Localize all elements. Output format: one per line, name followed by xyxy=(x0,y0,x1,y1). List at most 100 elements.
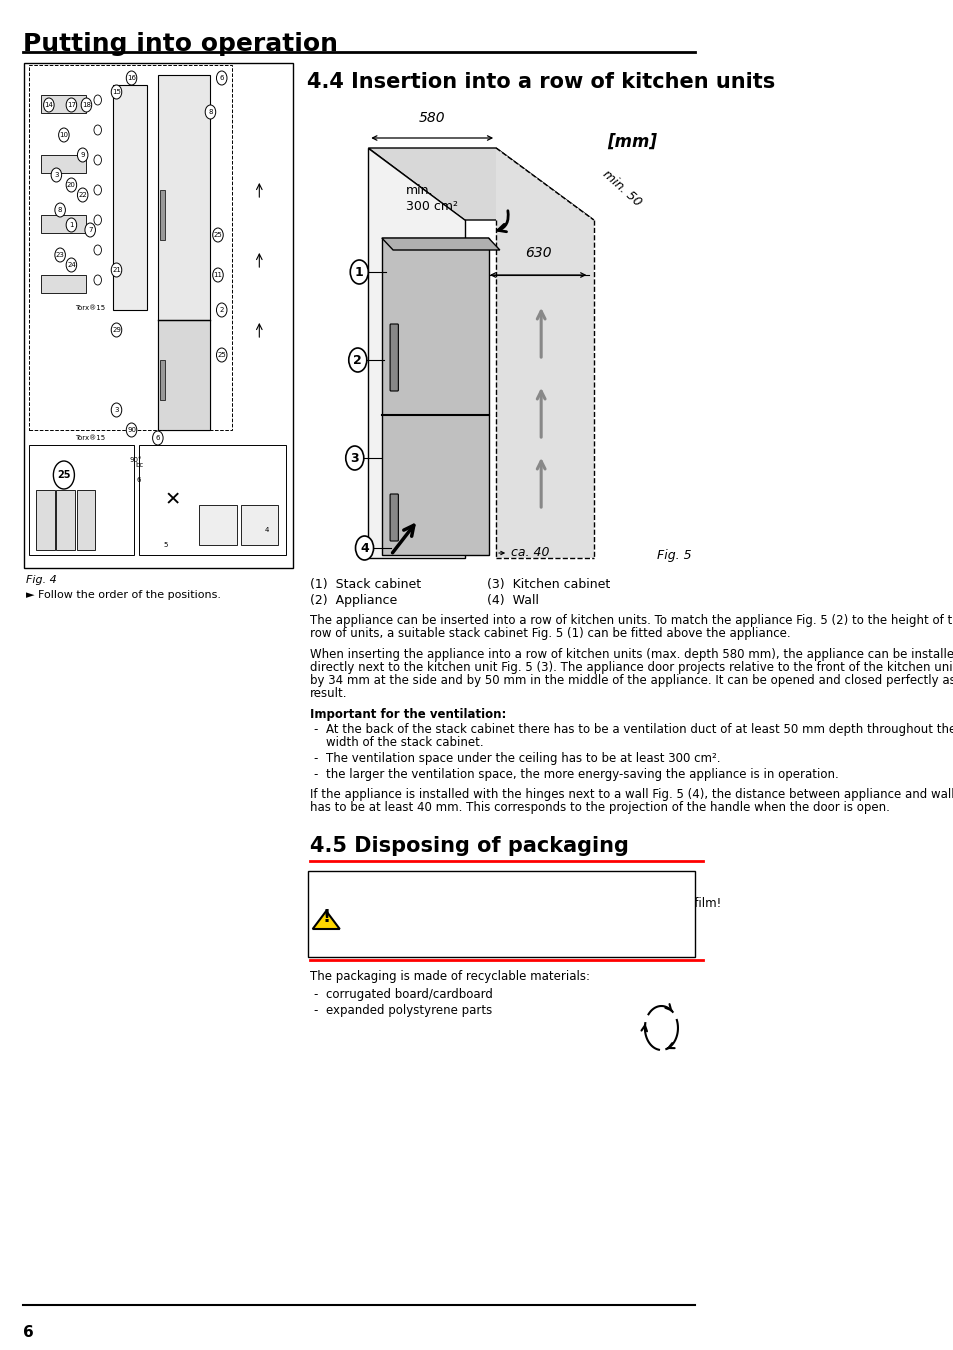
Circle shape xyxy=(93,185,101,194)
Text: (2)  Appliance: (2) Appliance xyxy=(310,594,396,608)
Text: 4.5 Disposing of packaging: 4.5 Disposing of packaging xyxy=(310,836,628,856)
Text: Torx®15: Torx®15 xyxy=(75,305,105,310)
Text: Important for the ventilation:: Important for the ventilation: xyxy=(310,707,505,721)
Polygon shape xyxy=(112,85,147,310)
Bar xyxy=(139,446,285,555)
Text: Fig. 4: Fig. 4 xyxy=(27,575,57,585)
Bar xyxy=(76,490,95,549)
Text: 4.4 Insertion into a row of kitchen units: 4.4 Insertion into a row of kitchen unit… xyxy=(306,72,774,92)
Text: 3: 3 xyxy=(350,451,358,464)
Text: 14: 14 xyxy=(45,103,53,108)
Text: expanded polystyrene parts: expanded polystyrene parts xyxy=(326,1004,492,1017)
Text: 29: 29 xyxy=(112,327,121,333)
Text: 4: 4 xyxy=(264,526,269,533)
Circle shape xyxy=(350,261,368,284)
Bar xyxy=(199,505,236,545)
Text: 18: 18 xyxy=(82,103,91,108)
Bar xyxy=(41,95,87,113)
Text: 6: 6 xyxy=(23,1324,33,1341)
Bar xyxy=(381,238,488,555)
Circle shape xyxy=(93,215,101,225)
Text: 23: 23 xyxy=(55,252,65,258)
Circle shape xyxy=(93,95,101,105)
Text: (3)  Kitchen cabinet: (3) Kitchen cabinet xyxy=(487,578,610,591)
Text: 2: 2 xyxy=(219,306,224,313)
Circle shape xyxy=(93,155,101,165)
Text: -: - xyxy=(314,988,317,1000)
Text: 2: 2 xyxy=(353,354,362,366)
Text: If the appliance is installed with the hinges next to a wall Fig. 5 (4), the dis: If the appliance is installed with the h… xyxy=(310,788,953,801)
Text: 8: 8 xyxy=(208,109,213,115)
Text: 630: 630 xyxy=(524,246,551,261)
Text: 90°: 90° xyxy=(129,458,141,463)
Circle shape xyxy=(66,99,76,112)
Circle shape xyxy=(112,404,122,417)
FancyBboxPatch shape xyxy=(308,871,694,957)
Text: -: - xyxy=(314,752,317,765)
Text: 7: 7 xyxy=(88,227,92,234)
Text: -: - xyxy=(314,724,317,736)
Circle shape xyxy=(81,99,91,112)
Circle shape xyxy=(55,248,66,262)
Text: (4)  Wall: (4) Wall xyxy=(487,594,538,608)
Circle shape xyxy=(53,460,74,489)
Circle shape xyxy=(216,72,227,85)
Bar xyxy=(56,490,75,549)
Text: 15: 15 xyxy=(112,89,121,95)
Circle shape xyxy=(355,536,374,560)
Text: 25: 25 xyxy=(57,470,71,481)
Text: 90: 90 xyxy=(127,427,136,433)
Polygon shape xyxy=(157,76,211,431)
Circle shape xyxy=(93,126,101,135)
FancyBboxPatch shape xyxy=(29,65,232,431)
Circle shape xyxy=(216,302,227,317)
Text: has to be at least 40 mm. This corresponds to the projection of the handle when : has to be at least 40 mm. This correspon… xyxy=(310,801,888,814)
Polygon shape xyxy=(381,238,499,250)
Text: 6: 6 xyxy=(136,477,141,483)
Text: 6: 6 xyxy=(155,435,160,441)
Text: -: - xyxy=(314,768,317,782)
Text: The appliance can be inserted into a row of kitchen units. To match the applianc: The appliance can be inserted into a row… xyxy=(310,614,953,626)
Text: 1: 1 xyxy=(355,266,363,278)
Text: 25: 25 xyxy=(217,352,226,358)
Circle shape xyxy=(77,188,88,202)
Circle shape xyxy=(93,244,101,255)
Text: ✕: ✕ xyxy=(165,490,181,509)
Circle shape xyxy=(66,178,76,192)
Circle shape xyxy=(126,72,136,85)
Text: 16: 16 xyxy=(127,76,136,81)
Text: 22: 22 xyxy=(78,192,87,198)
Circle shape xyxy=(112,323,122,338)
Text: 3: 3 xyxy=(114,406,118,413)
Circle shape xyxy=(152,431,163,446)
Circle shape xyxy=(213,269,223,282)
Circle shape xyxy=(55,202,66,217)
Text: result.: result. xyxy=(310,687,347,701)
Text: (1)  Stack cabinet: (1) Stack cabinet xyxy=(310,578,420,591)
Text: directly next to the kitchen unit Fig. 5 (3). The appliance door projects relati: directly next to the kitchen unit Fig. 5… xyxy=(310,662,953,674)
Text: 1: 1 xyxy=(69,221,73,228)
Text: ► Do not allow children to play with packing material.: ► Do not allow children to play with pac… xyxy=(349,913,667,926)
Text: row of units, a suitable stack cabinet Fig. 5 (1) can be fitted above the applia: row of units, a suitable stack cabinet F… xyxy=(310,626,789,640)
FancyBboxPatch shape xyxy=(390,324,398,392)
Circle shape xyxy=(51,167,62,182)
Text: Fig. 5: Fig. 5 xyxy=(657,548,691,562)
Text: the larger the ventilation space, the more energy-saving the appliance is in ope: the larger the ventilation space, the mo… xyxy=(326,768,838,782)
Text: The ventilation space under the ceiling has to be at least 300 cm².: The ventilation space under the ceiling … xyxy=(326,752,720,765)
Circle shape xyxy=(349,348,366,373)
Bar xyxy=(160,360,165,400)
Bar xyxy=(36,490,55,549)
Circle shape xyxy=(58,128,69,142)
Bar xyxy=(41,275,87,293)
Text: min. 50: min. 50 xyxy=(599,167,643,209)
Bar xyxy=(41,155,87,173)
Text: 11: 11 xyxy=(213,271,222,278)
Text: corrugated board/cardboard: corrugated board/cardboard xyxy=(326,988,493,1000)
Text: 17: 17 xyxy=(67,103,76,108)
Circle shape xyxy=(66,217,76,232)
Text: The packaging is made of recyclable materials:: The packaging is made of recyclable mate… xyxy=(310,971,589,983)
Polygon shape xyxy=(496,148,593,558)
FancyBboxPatch shape xyxy=(390,494,398,541)
Text: by 34 mm at the side and by 50 mm in the middle of the appliance. It can be open: by 34 mm at the side and by 50 mm in the… xyxy=(310,674,953,687)
Text: 9: 9 xyxy=(80,153,85,158)
